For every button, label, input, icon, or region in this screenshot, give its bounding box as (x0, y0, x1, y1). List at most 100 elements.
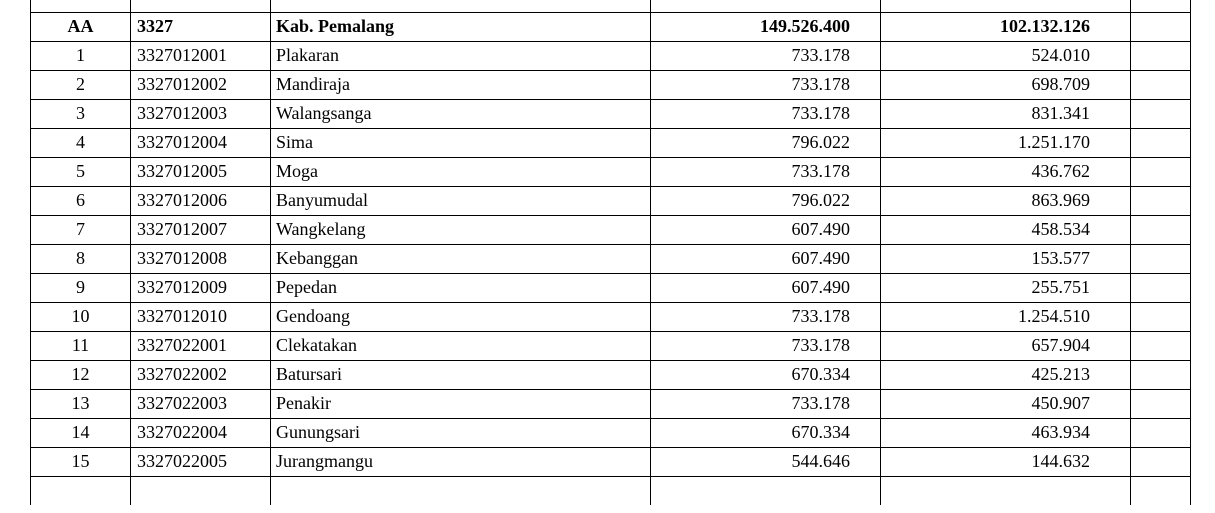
cell-amt2: 1.251.170 (881, 128, 1131, 157)
cell-amt1: 733.178 (651, 157, 881, 186)
cell-code: 3327012004 (131, 128, 271, 157)
cell-name: Plakaran (271, 41, 651, 70)
cell-code: 3327022003 (131, 389, 271, 418)
cell-extra (1131, 244, 1191, 273)
cell-amt1: 733.178 (651, 70, 881, 99)
cell-amt2 (881, 476, 1131, 505)
cell-name (271, 476, 651, 505)
cell-name: Mandiraja (271, 70, 651, 99)
cell-no: 11 (31, 331, 131, 360)
cell-amt1: 733.178 (651, 41, 881, 70)
cell-amt1: 733.178 (651, 389, 881, 418)
table-row: 1 3327012001 Plakaran 733.178 524.010 (31, 41, 1191, 70)
header-amt2: 102.132.126 (881, 12, 1131, 41)
cell-code: 3327012006 (131, 186, 271, 215)
table-row: 12 3327022002 Batursari 670.334 425.213 (31, 360, 1191, 389)
cell-no: 6 (31, 186, 131, 215)
cell-code: 3327012009 (131, 273, 271, 302)
cell-no: 13 (31, 389, 131, 418)
cell-no: 1 (31, 41, 131, 70)
header-name: Kab. Pemalang (271, 12, 651, 41)
data-table: AA 3327 Kab. Pemalang 149.526.400 102.13… (30, 0, 1191, 505)
cell-name: Gunungsari (271, 418, 651, 447)
cell-extra (1131, 447, 1191, 476)
table-row: 6 3327012006 Banyumudal 796.022 863.969 (31, 186, 1191, 215)
cell-amt2: 698.709 (881, 70, 1131, 99)
cell-no: 12 (31, 360, 131, 389)
cell-amt1: 544.646 (651, 447, 881, 476)
table-row: 15 3327022005 Jurangmangu 544.646 144.63… (31, 447, 1191, 476)
cell-amt1: 796.022 (651, 128, 881, 157)
table-row: 9 3327012009 Pepedan 607.490 255.751 (31, 273, 1191, 302)
cell-amt2: 425.213 (881, 360, 1131, 389)
header-extra (1131, 12, 1191, 41)
cell-code: 3327012007 (131, 215, 271, 244)
cell-amt2 (881, 0, 1131, 12)
cell-code: 3327012010 (131, 302, 271, 331)
cell-code: 3327012002 (131, 70, 271, 99)
table-row: 2 3327012002 Mandiraja 733.178 698.709 (31, 70, 1191, 99)
cell-amt2: 450.907 (881, 389, 1131, 418)
cell-no (31, 476, 131, 505)
cell-code: 3327022005 (131, 447, 271, 476)
cell-amt2: 458.534 (881, 215, 1131, 244)
cell-name: Clekatakan (271, 331, 651, 360)
cell-extra (1131, 99, 1191, 128)
cell-amt2: 524.010 (881, 41, 1131, 70)
cell-amt1: 733.178 (651, 99, 881, 128)
cell-extra (1131, 128, 1191, 157)
cell-extra (1131, 302, 1191, 331)
table-body: AA 3327 Kab. Pemalang 149.526.400 102.13… (31, 0, 1191, 505)
cell-extra (1131, 0, 1191, 12)
cell-code (131, 476, 271, 505)
table-row: 3 3327012003 Walangsanga 733.178 831.341 (31, 99, 1191, 128)
cell-code: 3327012005 (131, 157, 271, 186)
table-container: AA 3327 Kab. Pemalang 149.526.400 102.13… (30, 0, 1190, 505)
header-row: AA 3327 Kab. Pemalang 149.526.400 102.13… (31, 12, 1191, 41)
cell-extra (1131, 331, 1191, 360)
cell-extra (1131, 70, 1191, 99)
header-amt1: 149.526.400 (651, 12, 881, 41)
cell-name (271, 0, 651, 12)
cell-name: Pepedan (271, 273, 651, 302)
cell-amt1: 670.334 (651, 418, 881, 447)
cell-amt2: 144.632 (881, 447, 1131, 476)
cell-no: 15 (31, 447, 131, 476)
cell-no: 3 (31, 99, 131, 128)
cell-no: 2 (31, 70, 131, 99)
cell-amt2: 255.751 (881, 273, 1131, 302)
cell-code: 3327022004 (131, 418, 271, 447)
header-no: AA (31, 12, 131, 41)
cell-name: Penakir (271, 389, 651, 418)
cell-no: 5 (31, 157, 131, 186)
cell-name: Walangsanga (271, 99, 651, 128)
cell-no: 10 (31, 302, 131, 331)
cell-amt1: 733.178 (651, 331, 881, 360)
cell-name: Jurangmangu (271, 447, 651, 476)
table-row: 11 3327022001 Clekatakan 733.178 657.904 (31, 331, 1191, 360)
cell-name: Moga (271, 157, 651, 186)
cell-no: 9 (31, 273, 131, 302)
cell-code (131, 0, 271, 12)
cell-extra (1131, 476, 1191, 505)
cell-amt1: 607.490 (651, 244, 881, 273)
cell-amt2: 831.341 (881, 99, 1131, 128)
table-row: 10 3327012010 Gendoang 733.178 1.254.510 (31, 302, 1191, 331)
cell-name: Sima (271, 128, 651, 157)
cell-name: Banyumudal (271, 186, 651, 215)
table-row: 5 3327012005 Moga 733.178 436.762 (31, 157, 1191, 186)
cell-amt1: 733.178 (651, 302, 881, 331)
cell-no: 7 (31, 215, 131, 244)
cell-amt1 (651, 0, 881, 12)
partial-bottom-row (31, 476, 1191, 505)
cell-amt1 (651, 476, 881, 505)
cell-extra (1131, 360, 1191, 389)
table-row: 14 3327022004 Gunungsari 670.334 463.934 (31, 418, 1191, 447)
cell-name: Wangkelang (271, 215, 651, 244)
cell-amt2: 1.254.510 (881, 302, 1131, 331)
cell-amt1: 607.490 (651, 273, 881, 302)
table-row: 4 3327012004 Sima 796.022 1.251.170 (31, 128, 1191, 157)
cell-name: Batursari (271, 360, 651, 389)
cell-no: 4 (31, 128, 131, 157)
cell-amt1: 607.490 (651, 215, 881, 244)
